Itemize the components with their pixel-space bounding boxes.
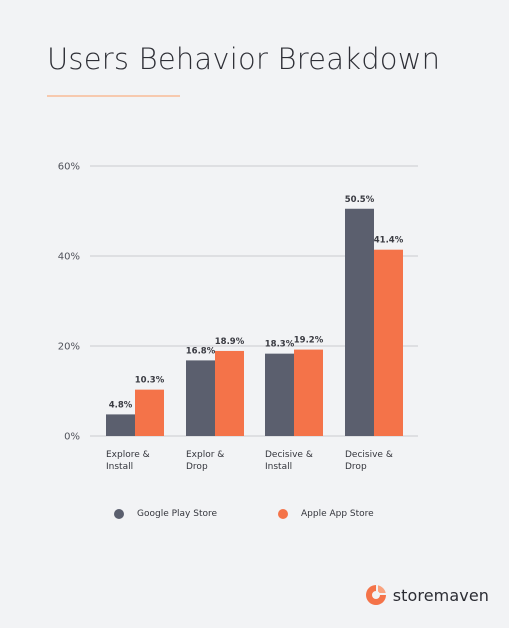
brand: storemaven	[365, 584, 489, 606]
bar-google-play	[265, 353, 294, 436]
page-title: Users Behavior Breakdown	[47, 42, 441, 76]
legend-label-google-play: Google Play Store	[137, 509, 218, 519]
x-tick-label: Explore & Install	[106, 450, 150, 472]
data-label: 16.8%	[186, 346, 216, 356]
y-tick-label: 20%	[58, 342, 80, 353]
x-tick-label: Explor & Drop	[186, 450, 224, 472]
legend-item-apple-app-store: Apple App Store	[278, 509, 374, 519]
bar-apple-app-store	[374, 249, 403, 436]
bar-google-play	[106, 414, 135, 436]
data-label: 18.9%	[215, 337, 245, 347]
brand-name: storemaven	[392, 585, 489, 605]
data-label: 18.3%	[265, 340, 295, 350]
data-label: 41.4%	[374, 236, 404, 246]
y-tick-label: 60%	[58, 162, 80, 173]
x-tick-label: Decisive & Drop	[345, 450, 393, 472]
data-label: 10.3%	[135, 376, 165, 386]
x-tick-label-line: Install	[106, 462, 133, 472]
legend-swatch-google-play	[114, 509, 124, 519]
data-label: 19.2%	[294, 336, 324, 346]
x-tick-label-line: Explor &	[186, 450, 224, 460]
legend-label-apple-app-store: Apple App Store	[301, 509, 374, 519]
data-label: 4.8%	[109, 400, 133, 410]
x-tick-label-line: Drop	[345, 462, 367, 472]
legend-item-google-play: Google Play Store	[114, 509, 217, 519]
x-tick-label-line: Install	[265, 462, 292, 472]
bar-google-play	[186, 360, 215, 436]
x-tick-label-line: Decisive &	[265, 450, 313, 460]
storemaven-logo-icon	[365, 585, 386, 605]
data-label: 50.5%	[345, 195, 375, 205]
x-tick-label-line: Drop	[186, 462, 208, 472]
x-tick-label-line: Explore &	[106, 450, 150, 460]
x-tick-label-line: Decisive &	[345, 450, 393, 460]
legend-swatch-apple-app-store	[278, 509, 288, 519]
bar-google-play	[345, 208, 374, 436]
bar-apple-app-store	[135, 389, 164, 436]
y-tick-label: 40%	[58, 252, 80, 263]
y-tick-label: 0%	[64, 432, 80, 443]
bar-apple-app-store	[215, 350, 244, 436]
title-underline	[47, 95, 180, 97]
x-tick-label: Decisive & Install	[265, 450, 313, 472]
bar-apple-app-store	[294, 349, 323, 436]
